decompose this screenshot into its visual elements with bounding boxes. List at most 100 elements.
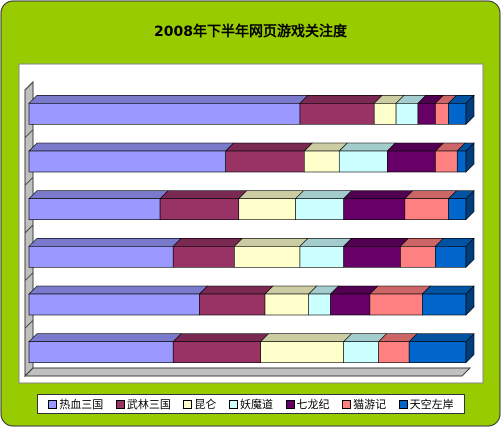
bar-2-6	[172, 341, 261, 363]
wall-divider	[24, 319, 34, 329]
wall-divider	[24, 272, 34, 282]
bar-4-3	[295, 198, 344, 220]
wall-divider	[24, 176, 34, 186]
bar-4-5	[308, 293, 331, 316]
bar-6-1	[435, 103, 449, 125]
legend-swatch-6	[342, 399, 352, 409]
bar-top-1-6	[28, 333, 182, 342]
bar-top-1-2	[28, 142, 235, 152]
bar-top-2-1	[299, 95, 383, 104]
legend-swatch-3	[183, 399, 193, 409]
legend-swatch-4	[228, 399, 238, 409]
legend-label-1: 热血三国	[59, 398, 104, 411]
bar-3-6	[260, 341, 344, 363]
legend: 热血三国 武林三国 昆仑 妖魔道 七龙纪 猫游记 天空左岸	[37, 394, 465, 414]
legend-swatch-1	[48, 399, 58, 409]
bar-1-1	[28, 103, 301, 125]
bar-3-1	[373, 103, 397, 125]
wall-divider	[24, 129, 34, 139]
bar-end-1	[465, 94, 475, 126]
wall-divider	[24, 224, 34, 234]
bar-top-1-1	[28, 95, 309, 104]
bar-2-2	[225, 150, 305, 173]
bar-top-2-2	[224, 142, 314, 152]
bar-7-3	[448, 198, 467, 220]
bar-top-1-3	[28, 190, 169, 199]
bar-top-5-4	[342, 238, 410, 247]
floor	[23, 367, 472, 377]
bar-2-1	[299, 103, 375, 125]
bar-end-6	[465, 332, 475, 364]
bar-top-4-2	[338, 142, 397, 152]
bar-top-3-5	[264, 285, 318, 295]
bar-top-1-5	[28, 285, 209, 295]
bar-4-2	[338, 150, 388, 173]
bar-top-3-6	[259, 333, 353, 342]
legend-item-7: 天空左岸	[398, 396, 454, 412]
legend-swatch-2	[115, 399, 125, 409]
bar-5-2	[387, 150, 436, 173]
bar-end-2	[465, 142, 475, 173]
bar-7-6	[408, 341, 467, 363]
bar-top-2-3	[159, 190, 248, 199]
legend-item-6: 猫游记	[342, 396, 386, 412]
legend-swatch-5	[285, 399, 295, 409]
bar-top-3-3	[238, 190, 305, 199]
bar-top-2-5	[198, 285, 274, 295]
bar-1-5	[28, 293, 200, 316]
bar-top-7-5	[421, 285, 475, 295]
bar-top-3-4	[233, 238, 309, 247]
legend-label-7: 天空左岸	[409, 398, 454, 411]
plot-area	[18, 63, 484, 384]
bar-2-3	[159, 198, 240, 220]
bar-top-2-6	[172, 333, 270, 342]
wall-divider	[24, 367, 34, 377]
legend-item-5: 七龙纪	[285, 396, 330, 412]
bar-7-5	[421, 293, 467, 316]
bar-5-3	[343, 198, 406, 220]
bar-6-2	[435, 150, 458, 173]
bar-top-6-3	[404, 190, 458, 199]
legend-item-2: 武林三国	[115, 396, 171, 412]
bar-5-4	[343, 246, 401, 268]
chart-title: 2008年下半年网页游戏关注度	[154, 24, 347, 40]
bar-end-5	[465, 285, 475, 316]
bar-7-4	[435, 246, 467, 268]
bar-top-2-4	[172, 238, 244, 247]
bar-top-4-4	[299, 238, 353, 247]
bar-end-4	[465, 237, 475, 269]
bar-7-1	[448, 103, 467, 125]
legend-label-5: 七龙纪	[296, 398, 330, 411]
bar-top-5-3	[342, 190, 414, 199]
bar-3-4	[234, 246, 301, 268]
bar-4-4	[299, 246, 344, 268]
bar-3-2	[304, 150, 340, 173]
bar-1-2	[28, 150, 226, 173]
bar-2-5	[199, 293, 266, 316]
bar-7-2	[456, 150, 467, 173]
bar-end-3	[465, 189, 475, 221]
bar-top-7-6	[408, 333, 475, 342]
bar-6-4	[400, 246, 436, 268]
legend-item-3: 昆仑	[183, 396, 216, 412]
legend-label-6: 猫游记	[353, 398, 387, 411]
bar-3-3	[238, 198, 296, 220]
bar-1-3	[28, 198, 161, 220]
bar-6-3	[404, 198, 449, 220]
bar-top-4-3	[294, 190, 353, 199]
bar-6-5	[369, 293, 423, 316]
bar-6-6	[378, 341, 410, 363]
legend-swatch-7	[398, 399, 408, 409]
legend-item-1: 热血三国	[48, 396, 103, 412]
bar-2-4	[172, 246, 235, 268]
legend-label-2: 武林三国	[126, 398, 171, 411]
wall-divider	[24, 81, 34, 91]
bar-5-5	[330, 293, 371, 316]
bar-1-6	[28, 341, 174, 363]
legend-label-3: 昆仑	[194, 398, 217, 411]
legend-label-4: 妖魔道	[239, 398, 273, 411]
bar-5-1	[417, 103, 436, 125]
bar-top-5-2	[386, 142, 445, 152]
bar-4-6	[343, 341, 379, 363]
